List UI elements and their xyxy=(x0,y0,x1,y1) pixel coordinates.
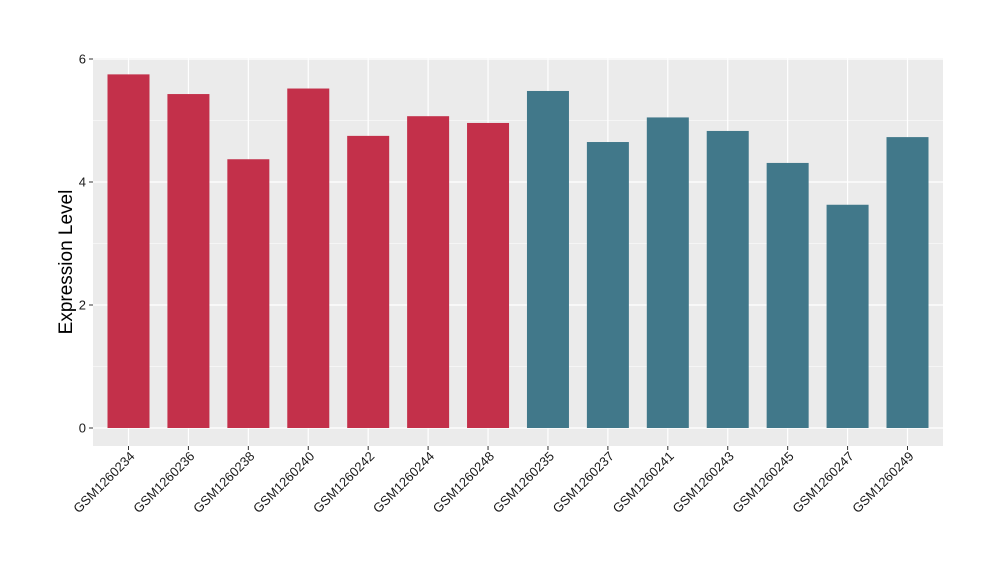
x-tick-label: GSM1260242 xyxy=(310,449,377,516)
x-tick-label: GSM1260234 xyxy=(70,449,137,516)
x-tick-label: GSM1260245 xyxy=(729,449,796,516)
x-tick-label: GSM1260238 xyxy=(190,449,257,516)
bar-GSM1260243 xyxy=(706,130,749,428)
y-axis: 0 2 4 6 xyxy=(79,52,93,436)
x-tick-label: GSM1260249 xyxy=(849,449,916,516)
x-tick-label: GSM1260236 xyxy=(130,449,197,516)
y-tick-label: 2 xyxy=(79,298,86,313)
y-tick-label: 4 xyxy=(79,175,86,190)
x-tick-label: GSM1260247 xyxy=(789,449,856,516)
x-tick-label: GSM1260241 xyxy=(610,449,677,516)
x-tick-label: GSM1260240 xyxy=(250,449,317,516)
bar-GSM1260240 xyxy=(287,88,330,429)
bar-GSM1260236 xyxy=(167,94,210,429)
bar-GSM1260242 xyxy=(347,135,390,428)
bar-GSM1260241 xyxy=(646,117,689,429)
bar-GSM1260244 xyxy=(407,116,450,428)
bar-GSM1260249 xyxy=(886,137,929,429)
x-axis: GSM1260234GSM1260236GSM1260238GSM1260240… xyxy=(70,446,917,516)
x-tick-label: GSM1260235 xyxy=(490,449,557,516)
bar-GSM1260245 xyxy=(766,162,809,428)
bar-GSM1260248 xyxy=(467,122,510,429)
y-axis-title: Expression Level xyxy=(56,190,77,335)
x-tick-label: GSM1260244 xyxy=(370,449,437,516)
x-tick-label: GSM1260248 xyxy=(430,449,497,516)
bar-GSM1260237 xyxy=(586,142,629,428)
x-tick-label: GSM1260237 xyxy=(550,449,617,516)
bar-GSM1260238 xyxy=(227,159,270,428)
y-tick-label: 0 xyxy=(79,421,86,436)
bar-GSM1260247 xyxy=(826,204,869,428)
plot-panel xyxy=(93,58,943,446)
x-tick-label: GSM1260243 xyxy=(670,449,737,516)
bar-GSM1260235 xyxy=(526,90,569,428)
bar-GSM1260234 xyxy=(107,74,150,428)
y-tick-label: 6 xyxy=(79,52,86,67)
bars xyxy=(107,74,929,429)
